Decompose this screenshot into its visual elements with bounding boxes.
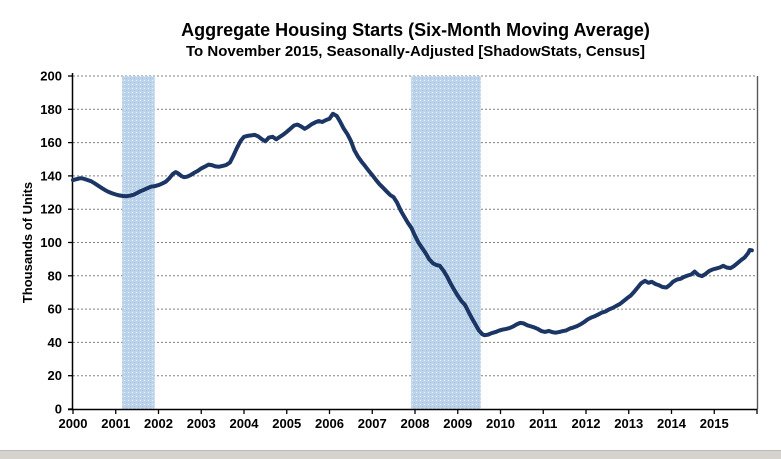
x-tick-label: 2006 bbox=[315, 416, 344, 431]
y-tick-label: 0 bbox=[55, 402, 62, 417]
y-tick-label: 100 bbox=[40, 235, 62, 250]
x-tick-label: 2012 bbox=[572, 416, 601, 431]
y-tick-label: 20 bbox=[48, 368, 62, 383]
x-tick-label: 2015 bbox=[700, 416, 729, 431]
y-tick-label: 140 bbox=[40, 168, 62, 183]
x-tick-label: 2013 bbox=[614, 416, 643, 431]
x-tick-label: 2001 bbox=[101, 416, 130, 431]
y-tick-label: 180 bbox=[40, 102, 62, 117]
chart-title: Aggregate Housing Starts (Six-Month Movi… bbox=[181, 20, 650, 40]
window-bottom-edge bbox=[0, 450, 781, 459]
x-tick-label: 2007 bbox=[358, 416, 387, 431]
x-tick-label: 2000 bbox=[59, 416, 88, 431]
x-tick-label: 2002 bbox=[144, 416, 173, 431]
x-tick-label: 2014 bbox=[657, 416, 687, 431]
chart-subtitle: To November 2015, Seasonally-Adjusted [S… bbox=[185, 43, 645, 60]
housing-starts-line bbox=[71, 111, 754, 338]
y-tick-label: 200 bbox=[40, 69, 62, 84]
y-tick-label: 80 bbox=[48, 268, 62, 283]
y-tick-label: 160 bbox=[40, 135, 62, 150]
x-tick-label: 2009 bbox=[443, 416, 472, 431]
y-tick-label: 40 bbox=[48, 335, 62, 350]
x-tick-label: 2003 bbox=[187, 416, 216, 431]
recession-band-2 bbox=[411, 76, 481, 409]
x-tick-label: 2008 bbox=[401, 416, 430, 431]
y-tick-label: 120 bbox=[40, 202, 62, 217]
x-tick-label: 2010 bbox=[486, 416, 515, 431]
y-tick-label: 60 bbox=[48, 302, 62, 317]
x-tick-label: 2004 bbox=[230, 416, 260, 431]
x-tick-label: 2005 bbox=[272, 416, 301, 431]
x-tick-label: 2011 bbox=[529, 416, 557, 431]
recession-band-1 bbox=[122, 76, 155, 409]
